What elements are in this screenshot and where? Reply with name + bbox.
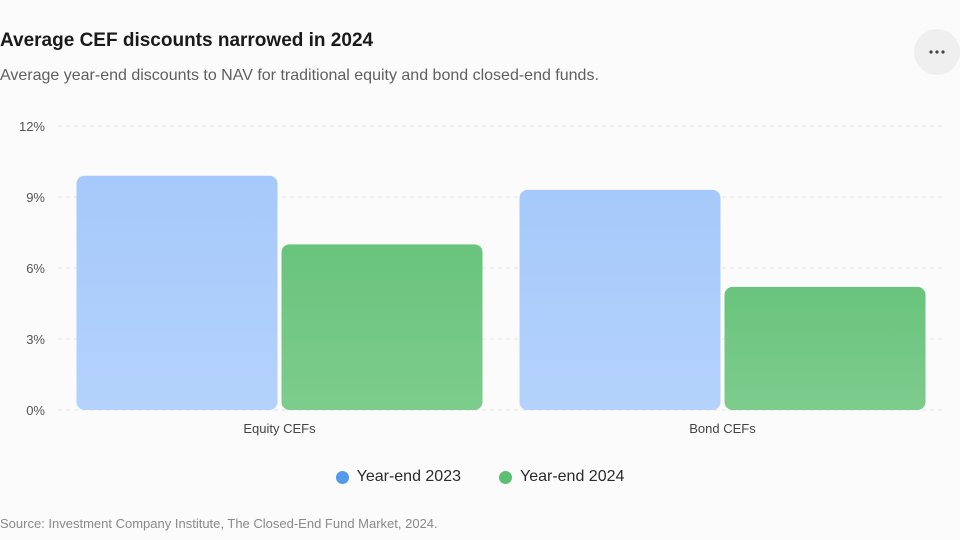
bar-2023-bond[interactable]: [519, 189, 721, 410]
x-category-label: Equity CEFs: [243, 421, 316, 436]
bar-2024-equity[interactable]: [281, 244, 483, 410]
more-horizontal-icon: [929, 50, 945, 54]
y-tick-label: 9%: [26, 190, 45, 205]
y-tick-label: 0%: [26, 403, 45, 418]
x-category-label: Bond CEFs: [689, 421, 756, 436]
chart-subtitle: Average year-end discounts to NAV for tr…: [0, 67, 599, 84]
chart-title: Average CEF discounts narrowed in 2024: [0, 30, 374, 51]
legend-swatch-2023: [335, 470, 349, 484]
source-note: Source: Investment Company Institute, Th…: [0, 516, 438, 531]
chart-legend: Year-end 2023 Year-end 2024: [0, 468, 960, 486]
legend-item-2023[interactable]: Year-end 2023: [335, 468, 461, 486]
y-tick-label: 12%: [19, 119, 45, 134]
legend-item-2024[interactable]: Year-end 2024: [499, 468, 624, 486]
legend-label-2023: Year-end 2023: [356, 468, 461, 485]
y-tick-label: 3%: [26, 332, 45, 347]
legend-swatch-2024: [499, 470, 512, 484]
legend-label-2024: Year-end 2024: [520, 468, 625, 485]
bar-chart: 0% 3% 6% 9% 12% Equity CEFs Bond CEFs: [19, 119, 944, 436]
bar-2023-equity[interactable]: [76, 175, 278, 410]
y-tick-label: 6%: [26, 261, 45, 276]
bar-2024-bond[interactable]: [724, 286, 926, 410]
more-options-button[interactable]: [914, 29, 960, 75]
